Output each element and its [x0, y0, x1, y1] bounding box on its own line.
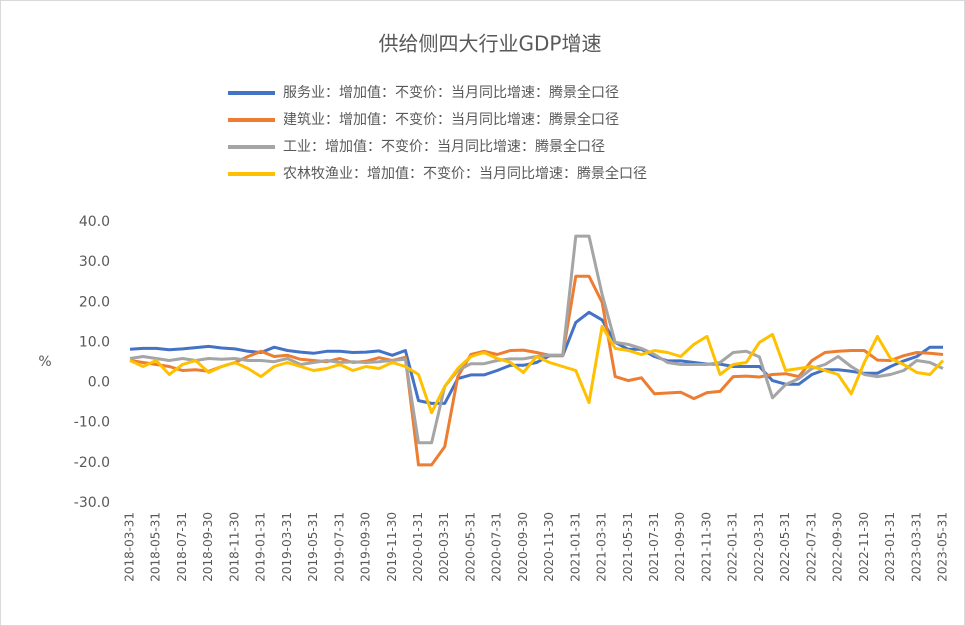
x-tick-label: 2021-07-31 [647, 512, 661, 582]
x-tick-label: 2019-01-31 [254, 512, 268, 582]
x-tick-label: 2022-07-31 [804, 512, 818, 582]
x-tick-label: 2018-07-31 [175, 512, 189, 582]
x-tick-label: 2023-01-31 [883, 512, 897, 582]
series-line [129, 310, 943, 405]
x-tick-label: 2020-11-30 [542, 512, 556, 582]
y-tick-label: -10.0 [74, 415, 110, 431]
x-tick-label: 2020-05-31 [463, 512, 477, 582]
x-tick-label: 2020-03-31 [437, 512, 451, 582]
x-tick-label: 2022-01-31 [726, 512, 740, 582]
x-tick-label: 2019-05-31 [306, 512, 320, 582]
x-tick-label: 2021-03-31 [595, 512, 609, 582]
x-tick-label: 2022-03-31 [752, 512, 766, 582]
legend-label: 农林牧渔业：增加值：不变价：当月同比增速：腾景全口径 [283, 165, 647, 182]
x-tick-label: 2019-09-30 [359, 512, 373, 582]
legend-label: 建筑业：增加值：不变价：当月同比增速：腾景全口径 [283, 111, 619, 128]
legend-label: 服务业：增加值：不变价：当月同比增速：腾景全口径 [283, 84, 619, 101]
x-tick-label: 2019-07-31 [332, 512, 346, 582]
y-tick-label: 0.0 [88, 375, 110, 391]
legend-label: 工业：增加值：不变价：当月同比增速：腾景全口径 [283, 138, 605, 155]
x-tick-label: 2023-03-31 [909, 512, 923, 582]
x-tick-label: 2023-05-31 [936, 512, 950, 582]
y-axis-label: % [38, 354, 51, 370]
x-tick-label: 2022-09-30 [831, 512, 845, 582]
x-tick-label: 2021-09-30 [673, 512, 687, 582]
x-tick-label: 2018-09-30 [201, 512, 215, 582]
y-tick-label: 20.0 [79, 294, 110, 310]
x-tick-label: 2020-07-31 [490, 512, 504, 582]
x-tick-label: 2022-05-31 [778, 512, 792, 582]
y-tick-label: -30.0 [74, 495, 110, 511]
y-tick-label: 10.0 [79, 334, 110, 350]
chart-title: 供给侧四大行业GDP增速 [379, 32, 602, 56]
x-tick-label: 2020-09-30 [516, 512, 530, 582]
x-tick-label: 2018-03-31 [123, 512, 137, 582]
y-tick-label: -20.0 [74, 455, 110, 471]
x-tick-label: 2021-01-31 [568, 512, 582, 582]
x-tick-label: 2018-05-31 [149, 512, 163, 582]
x-tick-label: 2021-05-31 [621, 512, 635, 582]
y-tick-label: 40.0 [79, 214, 110, 230]
x-tick-label: 2019-11-30 [385, 512, 399, 582]
x-tick-label: 2019-03-31 [280, 512, 294, 582]
x-tick-label: 2018-11-30 [227, 512, 241, 582]
x-tick-label: 2021-11-30 [699, 512, 713, 582]
y-tick-label: 30.0 [79, 254, 110, 270]
series-line [129, 324, 945, 415]
x-tick-label: 2022-11-30 [857, 512, 871, 582]
x-tick-label: 2020-01-31 [411, 512, 425, 582]
